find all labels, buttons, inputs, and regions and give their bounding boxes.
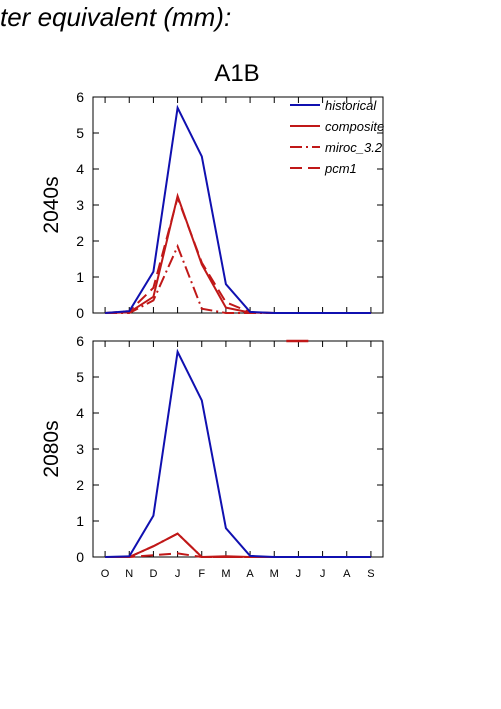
legend-label: composite: [325, 119, 384, 134]
y-tick-label: 2: [76, 233, 84, 249]
series-line-historical: [105, 104, 371, 314]
y-tick-label: 5: [76, 369, 84, 385]
legend: historical composite miroc_3.2 pcm1: [290, 98, 384, 176]
y-tick-label: 3: [76, 441, 84, 457]
y-tick-label: 4: [76, 161, 84, 177]
legend-label: historical: [325, 98, 377, 113]
page-title: ter equivalent (mm):: [0, 2, 232, 32]
y-tick-label: 4: [76, 405, 84, 421]
series-line-miroc-3-2: [105, 532, 371, 558]
panel-label: 2040s: [40, 176, 63, 233]
panel-2080s: 0 1 2 3 4 5 6 2080s O N D J F M A M J J A S: [40, 333, 384, 580]
legend-label: miroc_3.2: [325, 140, 383, 155]
x-tick-label: A: [246, 568, 254, 580]
y-tick-label: 2: [76, 477, 84, 493]
y-tick-label: 1: [76, 513, 84, 529]
x-tick-label: D: [149, 568, 157, 580]
series-line-pcm1: [105, 194, 371, 314]
x-tick-label: J: [320, 568, 326, 580]
series-line-historical: [105, 348, 371, 558]
y-tick-label: 0: [76, 305, 84, 321]
x-tick-label: A: [343, 568, 351, 580]
x-tick-label: M: [221, 568, 230, 580]
x-tick-label: J: [175, 568, 181, 580]
y-tick-label: 0: [76, 549, 84, 565]
x-tick-label: F: [198, 568, 205, 580]
x-tick-label: S: [367, 568, 374, 580]
y-tick-label: 6: [76, 333, 84, 349]
panel-frame: [92, 340, 384, 558]
x-tick-label: J: [296, 568, 302, 580]
panel-label: 2080s: [40, 420, 63, 477]
y-tick-label: 5: [76, 125, 84, 141]
legend-label: pcm1: [324, 161, 357, 176]
y-tick-label: 1: [76, 269, 84, 285]
x-tick-label: O: [101, 568, 110, 580]
x-tick-label: M: [270, 568, 279, 580]
y-tick-label: 6: [76, 89, 84, 105]
chart-title: A1B: [214, 60, 259, 87]
series-line-composite: [105, 532, 371, 559]
y-tick-label: 3: [76, 197, 84, 213]
panel-2040s: 0 1 2 3 4 5 6 2040s: [40, 89, 384, 321]
x-tick-label: N: [125, 568, 133, 580]
